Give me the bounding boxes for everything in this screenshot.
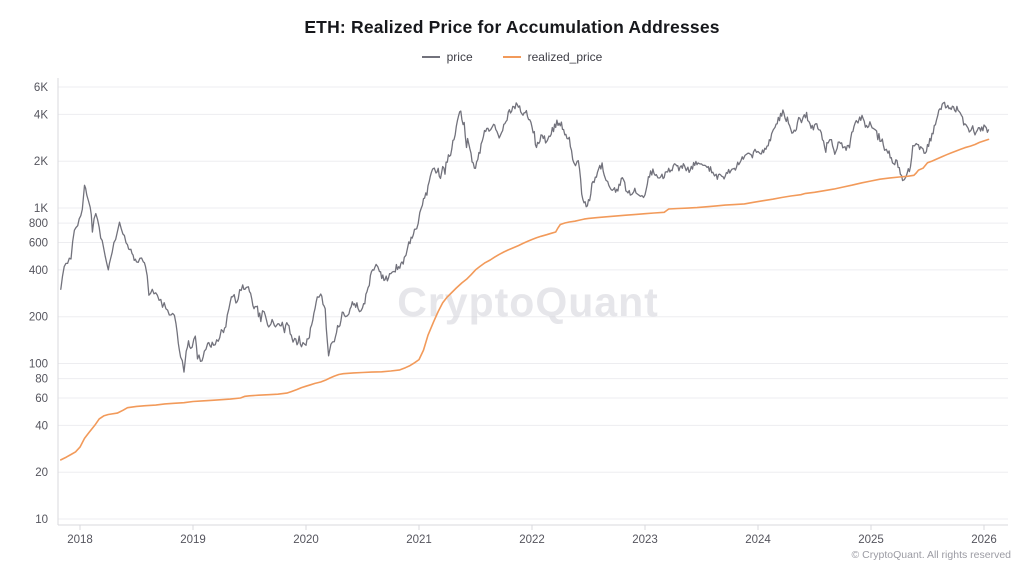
- chart-title: ETH: Realized Price for Accumulation Add…: [304, 17, 720, 37]
- svg-text:2022: 2022: [519, 534, 545, 546]
- svg-text:1K: 1K: [34, 203, 48, 215]
- price-legend-label: price: [446, 50, 473, 64]
- svg-text:60: 60: [35, 393, 48, 405]
- price-line: [60, 101, 990, 373]
- svg-text:4K: 4K: [34, 109, 48, 121]
- svg-text:100: 100: [29, 359, 48, 371]
- svg-text:2025: 2025: [858, 534, 884, 546]
- axes: [57, 78, 1008, 526]
- svg-text:2019: 2019: [180, 534, 206, 546]
- svg-text:40: 40: [35, 420, 48, 432]
- realized-price-legend-label: realized_price: [527, 50, 603, 64]
- realized-price-line: [60, 138, 990, 461]
- y-axis-labels: 6K 4K 2K 1K 800 600 400 200 100 80 60 40 20 10: [29, 82, 49, 526]
- svg-text:2018: 2018: [67, 534, 93, 546]
- legend: price realized_price: [0, 50, 1024, 64]
- svg-text:2026: 2026: [971, 534, 997, 546]
- svg-text:2023: 2023: [632, 534, 658, 546]
- svg-text:10: 10: [35, 514, 48, 526]
- svg-text:2021: 2021: [406, 534, 432, 546]
- gridlines: [58, 86, 1008, 520]
- svg-text:20: 20: [35, 467, 48, 479]
- watermark-text: CryptoQuant: [397, 279, 659, 325]
- realized-price-series-swatch: [502, 56, 521, 58]
- svg-text:600: 600: [29, 238, 48, 250]
- svg-text:6K: 6K: [34, 82, 48, 94]
- copyright-notice: © CryptoQuant. All rights reserved: [851, 549, 1011, 561]
- legend-item-realized-price[interactable]: realized_price: [502, 50, 603, 64]
- svg-text:80: 80: [35, 374, 48, 386]
- price-series-swatch: [421, 56, 440, 58]
- svg-text:2K: 2K: [34, 156, 48, 168]
- legend-item-price[interactable]: price: [421, 50, 473, 64]
- svg-text:800: 800: [29, 218, 48, 230]
- svg-text:200: 200: [29, 312, 48, 324]
- svg-text:2020: 2020: [293, 534, 319, 546]
- svg-text:2024: 2024: [745, 534, 771, 546]
- svg-text:400: 400: [29, 265, 48, 277]
- x-axis-labels: 2018 2019 2020 2021 2022 2023 2024 2025 2026: [67, 525, 997, 546]
